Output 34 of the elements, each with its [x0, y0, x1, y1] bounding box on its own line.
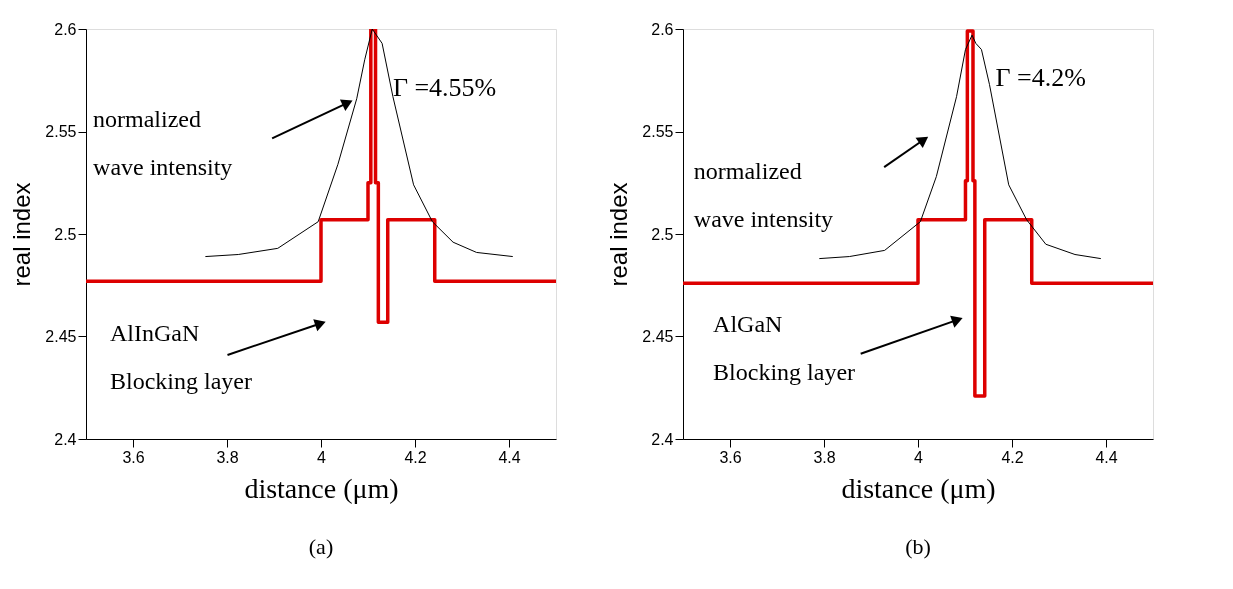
y-tick-label: 2.5: [54, 225, 77, 243]
x-tick-label: 3.8: [813, 448, 836, 466]
annotation: AlInGaN Blocking layer: [109, 319, 252, 394]
text: (a): [308, 534, 334, 559]
y-tick-label: 2.55: [642, 123, 674, 140]
annotation: AlGaN Blocking layer: [713, 310, 856, 385]
y-tick-label: 2.6: [651, 20, 674, 38]
text: (b): [905, 534, 931, 559]
y-tick-label: 2.6: [54, 20, 77, 38]
y-tick-label: 2.4: [54, 430, 77, 448]
line-series: [683, 29, 1153, 398]
y-axis-title: real index: [8, 182, 36, 287]
annotation: Γ =4.2%: [995, 62, 1086, 92]
x-tick-label: 3.6: [719, 448, 742, 466]
x-tick-label: 4.4: [498, 448, 521, 466]
x-tick-label: 3.6: [122, 448, 145, 466]
y-tick-label: 2.55: [45, 123, 77, 140]
y-tick-label: 2.45: [45, 328, 77, 345]
x-tick-label: 3.8: [216, 448, 239, 466]
x-tick-label: 4.2: [404, 448, 427, 466]
y-tick-label: 2.4: [651, 430, 674, 448]
annotation: Γ =4.55%: [392, 73, 497, 103]
x-tick-label: 4: [914, 448, 924, 466]
x-tick-label: 4.4: [1095, 448, 1118, 466]
y-axis-title: real index: [605, 182, 633, 287]
y-tick-label: 2.5: [651, 225, 674, 243]
annotation: normalized wave intensity: [693, 158, 834, 233]
x-axis-title: distance (μm): [244, 472, 399, 504]
annotation: normalized wave intensity: [93, 106, 233, 181]
x-axis-title: distance (μm): [841, 472, 996, 504]
x-tick-label: 4.2: [1001, 448, 1024, 466]
line-series: [86, 29, 556, 324]
y-tick-label: 2.45: [642, 328, 674, 345]
x-tick-label: 4: [317, 448, 327, 466]
